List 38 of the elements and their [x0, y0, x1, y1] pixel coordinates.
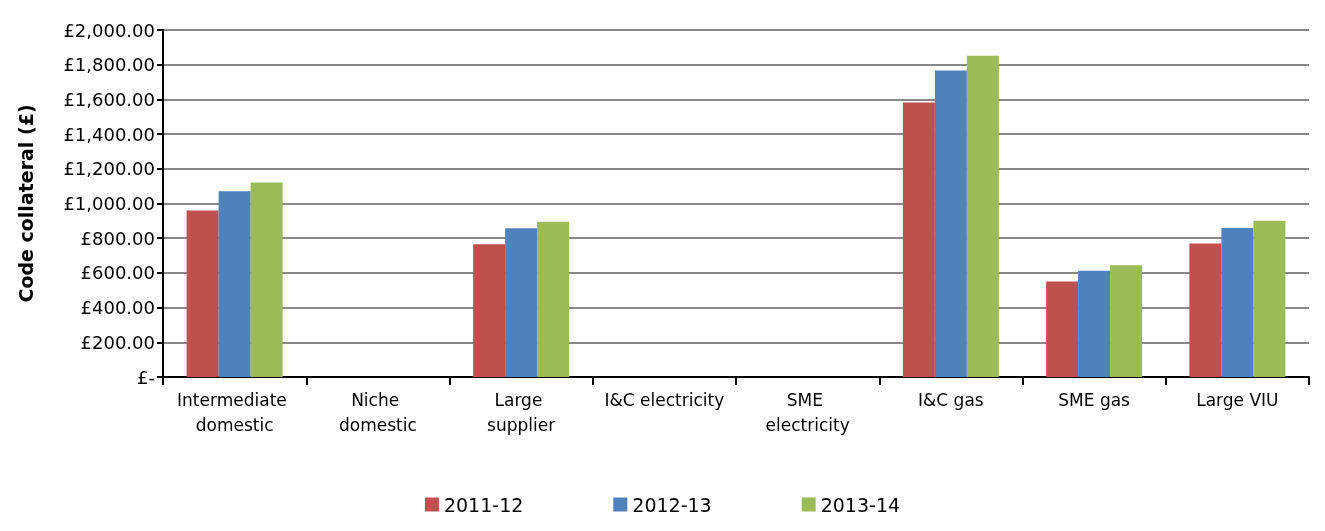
bar — [473, 244, 506, 377]
bar — [1253, 220, 1286, 377]
legend-label: 2012-13 — [632, 493, 712, 516]
legend-label: 2011-12 — [443, 493, 524, 516]
y-tick-label: £1,400.00 — [63, 123, 155, 145]
y-tick-label: £2,000.00 — [63, 19, 155, 41]
x-tick-label: Niche domestic — [338, 389, 417, 435]
bar — [902, 102, 935, 377]
y-tick-label: £1,200.00 — [63, 158, 155, 180]
y-tick-label: £800.00 — [80, 227, 155, 249]
y-axis-title: Code collateral (£) — [14, 104, 37, 303]
y-tick-label: £1,600.00 — [63, 88, 155, 110]
bar — [1110, 265, 1143, 377]
bar — [537, 221, 570, 377]
x-tick-label: Large supplier — [487, 389, 556, 435]
bar — [218, 191, 251, 377]
bar — [1078, 270, 1111, 377]
bar — [1221, 227, 1254, 377]
y-tick-label: £200.00 — [80, 331, 155, 353]
bar — [966, 55, 999, 377]
x-tick-label: SME electricity — [765, 389, 850, 435]
x-tick-label: I&C electricity — [604, 389, 725, 410]
x-tick-label: Intermediate domestic — [177, 389, 293, 435]
y-tick-label: £- — [137, 366, 155, 388]
x-tick-label: I&C gas — [918, 389, 984, 410]
y-tick-label: £1,000.00 — [63, 193, 155, 214]
bar — [250, 182, 283, 377]
bar — [186, 210, 219, 377]
y-tick-label: £600.00 — [80, 262, 155, 284]
y-tick-label: £400.00 — [80, 297, 155, 319]
x-tick-label: SME gas — [1058, 389, 1131, 410]
bar — [934, 70, 967, 377]
bar — [1189, 243, 1222, 377]
x-tick-label: Large VIU — [1196, 389, 1279, 410]
legend-label: 2013-14 — [820, 493, 901, 516]
bar — [1046, 281, 1079, 377]
y-tick-label: £1,800.00 — [63, 54, 155, 76]
bar — [505, 228, 538, 377]
